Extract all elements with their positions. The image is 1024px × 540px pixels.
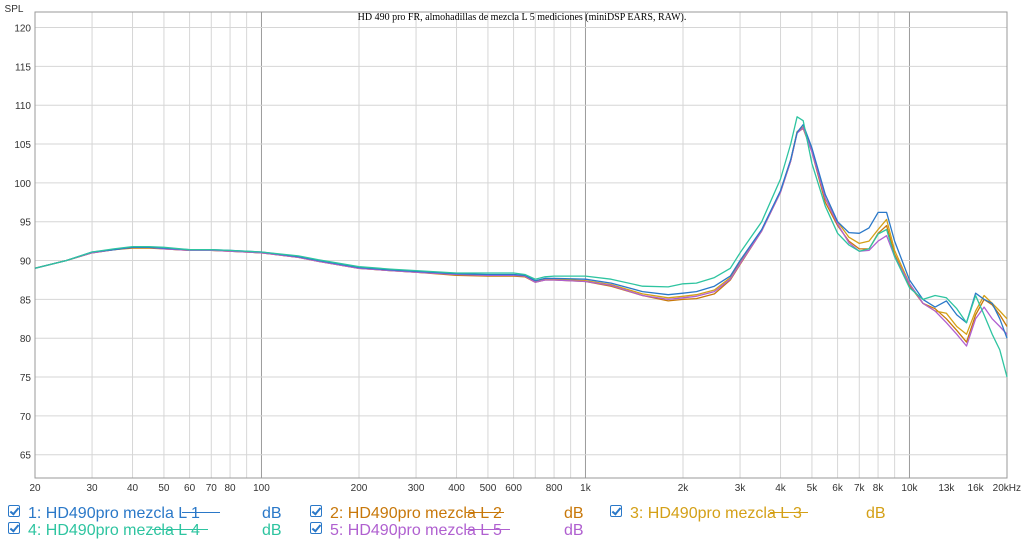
- x-tick-label: 10k: [901, 483, 918, 494]
- series-line-1: [34, 123, 1008, 339]
- x-tick-label: 300: [408, 483, 425, 494]
- legend-swatch: [182, 512, 220, 513]
- y-tick-label: 100: [14, 179, 31, 190]
- legend-label: 5: HD490pro mezcla L 5: [330, 522, 502, 539]
- legend-swatch: [466, 512, 504, 513]
- legend-checkbox[interactable]: [610, 505, 622, 517]
- x-tick-label: 50: [158, 483, 170, 494]
- x-tick-label: 13k: [938, 483, 955, 494]
- grid: [34, 12, 1008, 478]
- y-tick-label: 85: [20, 295, 32, 306]
- y-tick-label: 115: [15, 62, 31, 73]
- x-tick-label: 40: [127, 483, 139, 494]
- x-tick-label: 20kHz: [993, 483, 1021, 494]
- plot-frame: [34, 11, 1008, 479]
- legend-label: 1: HD490pro mezcla L 1: [28, 505, 200, 522]
- y-tick-label: 80: [20, 334, 32, 345]
- x-tick-label: 400: [448, 483, 465, 494]
- x-tick-label: 4k: [775, 483, 787, 494]
- y-tick-label: 105: [14, 140, 31, 151]
- x-tick-label: 3k: [735, 483, 747, 494]
- x-tick-label: 80: [225, 483, 237, 494]
- series-line-4: [34, 116, 1008, 378]
- y-tick-label: 90: [20, 257, 32, 268]
- series-line-3: [34, 126, 1008, 335]
- legend-unit: dB: [564, 505, 584, 522]
- legend-item-2[interactable]: 2: HD490pro mezcla L 2 dB: [310, 503, 584, 523]
- legend-item-3[interactable]: 3: HD490pro mezcla L 3 dB: [610, 503, 886, 523]
- legend-checkbox[interactable]: [310, 522, 322, 534]
- y-tick-label: 95: [20, 218, 32, 229]
- x-tick-label: 2k: [678, 483, 690, 494]
- x-tick-label: 800: [546, 483, 563, 494]
- x-tick-label: 100: [253, 483, 270, 494]
- x-tick-label: 60: [184, 483, 196, 494]
- legend-checkbox[interactable]: [8, 505, 20, 517]
- legend-swatch: [152, 529, 208, 530]
- legend-unit: dB: [564, 522, 584, 539]
- x-tick-label: 7k: [854, 483, 866, 494]
- legend-unit: dB: [262, 505, 282, 522]
- y-tick-label: 65: [20, 451, 32, 462]
- legend-item-5[interactable]: 5: HD490pro mezcla L 5 dB: [310, 520, 584, 540]
- y-tick-label: 75: [20, 373, 32, 384]
- legend-unit: dB: [866, 505, 886, 522]
- x-tick-label: 500: [480, 483, 497, 494]
- legend-unit: dB: [262, 522, 282, 539]
- x-tick-label: 5k: [807, 483, 819, 494]
- series-line-5: [34, 127, 1008, 347]
- x-tick-label: 1k: [580, 483, 592, 494]
- x-tick-label: 70: [206, 483, 218, 494]
- legend-swatch: [770, 512, 808, 513]
- plot-border: [34, 11, 1008, 479]
- y-tick-label: 120: [14, 24, 31, 35]
- y-axis-label: SPL: [5, 4, 24, 15]
- x-tick-label: 600: [505, 483, 522, 494]
- x-tick-label: 200: [351, 483, 368, 494]
- y-tick-label: 110: [15, 101, 31, 112]
- y-tick-label: 70: [20, 412, 32, 423]
- axes: 65 70 75 80 85 90 95 100 105 110 115 120 20 30 40 50 60 7…: [14, 24, 1021, 494]
- x-tick-label: 16k: [968, 483, 985, 494]
- chart-title: HD 490 pro FR, almohadillas de mezcla L …: [358, 12, 687, 23]
- legend-swatch: [466, 529, 510, 530]
- legend-label: 4: HD490pro mezcla L 4: [28, 522, 200, 539]
- series-lines: [34, 116, 1008, 378]
- x-tick-label: 20: [29, 483, 41, 494]
- legend-label: 3: HD490pro mezcla L 3: [630, 505, 802, 522]
- legend-item-4[interactable]: 4: HD490pro mezcla L 4 dB: [8, 520, 282, 540]
- x-tick-label: 30: [86, 483, 98, 494]
- legend-label: 2: HD490pro mezcla L 2: [330, 505, 502, 522]
- legend-checkbox[interactable]: [310, 505, 322, 517]
- legend-item-1[interactable]: 1: HD490pro mezcla L 1 dB: [8, 503, 282, 523]
- legend-checkbox[interactable]: [8, 522, 20, 534]
- x-tick-label: 8k: [873, 483, 885, 494]
- x-tick-label: 6k: [832, 483, 844, 494]
- series-line-2: [34, 127, 1008, 343]
